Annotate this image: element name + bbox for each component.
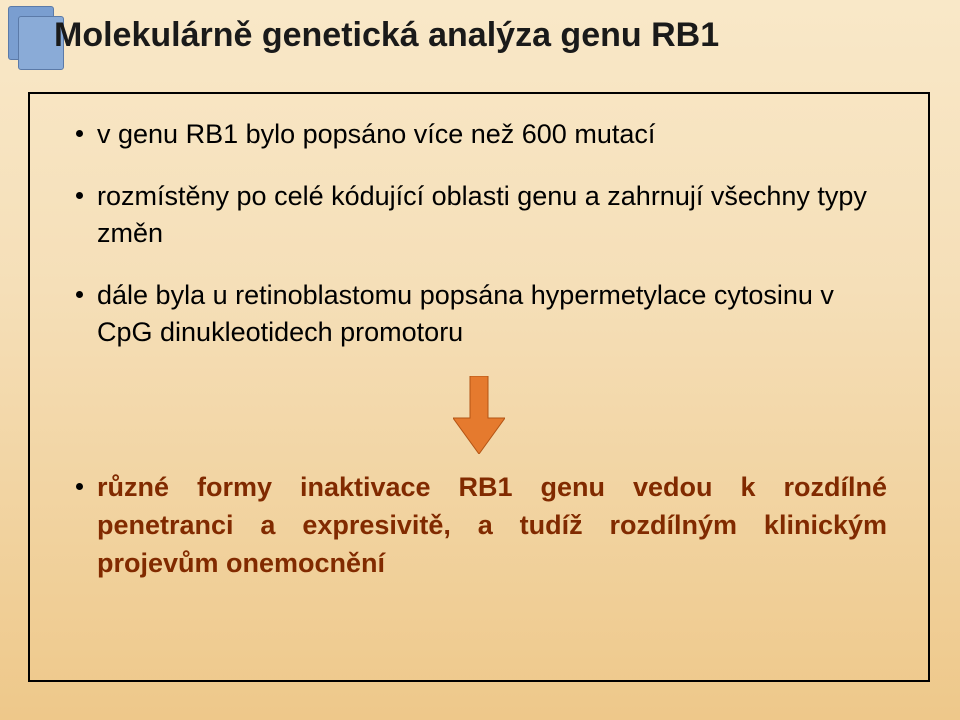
- bullet-dot: [76, 130, 83, 137]
- bullet-text: rozmístěny po celé kódující oblasti genu…: [97, 178, 888, 251]
- bullet-dot: [76, 291, 83, 298]
- conclusion-text: různé formy inaktivace RB1 genu vedou k …: [97, 469, 887, 582]
- content-frame: v genu RB1 bylo popsáno více než 600 mut…: [28, 92, 930, 682]
- bullet-item: rozmístěny po celé kódující oblasti genu…: [76, 178, 888, 251]
- bullet-dot: [76, 192, 83, 199]
- down-arrow: [30, 376, 928, 459]
- conclusion-item: různé formy inaktivace RB1 genu vedou k …: [76, 469, 888, 582]
- bullet-item: v genu RB1 bylo popsáno více než 600 mut…: [76, 116, 888, 152]
- bullet-list: v genu RB1 bylo popsáno více než 600 mut…: [76, 116, 888, 350]
- bullet-dot: [76, 483, 83, 490]
- conclusion-block: různé formy inaktivace RB1 genu vedou k …: [76, 469, 888, 582]
- bullet-text: dále byla u retinoblastomu popsána hyper…: [97, 277, 888, 350]
- bullet-item: dále byla u retinoblastomu popsána hyper…: [76, 277, 888, 350]
- down-arrow-icon: [453, 376, 505, 454]
- page-title: Molekulárně genetická analýza genu RB1: [54, 16, 719, 55]
- bullet-text: v genu RB1 bylo popsáno více než 600 mut…: [97, 116, 655, 152]
